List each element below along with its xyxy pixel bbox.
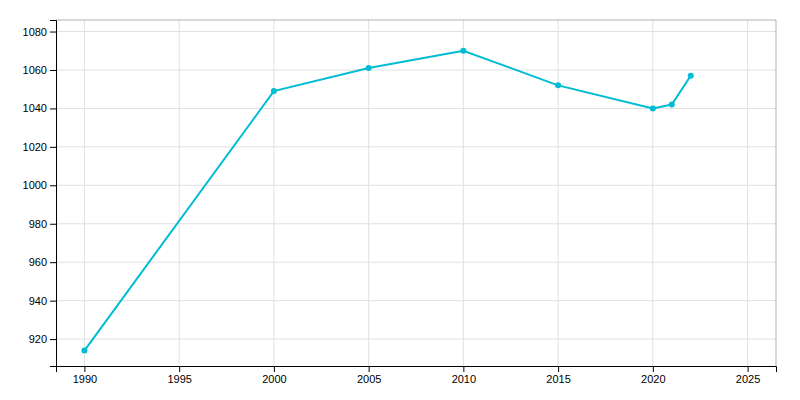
tick-mark — [50, 108, 56, 109]
tick-label: 1000 — [23, 179, 47, 191]
tick-mark — [179, 366, 180, 372]
tick-mark — [274, 366, 275, 372]
tick-mark — [50, 339, 56, 340]
tick-mark — [50, 224, 56, 225]
tick-label: 2000 — [262, 373, 286, 385]
axis-line — [50, 21, 57, 367]
tick: 1040 — [23, 102, 56, 114]
tick-label: 2025 — [736, 373, 760, 385]
tick-label: 1060 — [23, 64, 47, 76]
tick: 2025 — [736, 366, 760, 385]
chart: 1990 1995 2000 2005 2010 2015 2020 2025 920 940 96… — [0, 0, 800, 400]
tick: 2015 — [546, 366, 570, 385]
grid-line — [56, 108, 776, 109]
grid-line — [652, 20, 653, 366]
tick: 2000 — [262, 366, 286, 385]
tick-mark — [50, 32, 56, 33]
tick-label: 1020 — [23, 141, 47, 153]
tick-label: 920 — [29, 333, 47, 345]
tick: 2005 — [357, 366, 381, 385]
tick-mark — [558, 366, 559, 372]
tick-label: 1995 — [167, 373, 191, 385]
tick-mark — [653, 366, 654, 372]
tick-label: 980 — [29, 218, 47, 230]
tick: 1995 — [167, 366, 191, 385]
frame — [56, 20, 776, 21]
grid-line — [56, 146, 776, 147]
point — [81, 348, 87, 354]
tick: 980 — [29, 218, 56, 230]
grid — [56, 20, 776, 366]
grid-line — [56, 300, 776, 301]
point — [460, 48, 466, 54]
tick: 960 — [29, 256, 56, 268]
tick-label: 1990 — [73, 373, 97, 385]
tick: 1990 — [73, 366, 97, 385]
grid-line — [56, 185, 776, 186]
tick-label: 1040 — [23, 102, 47, 114]
tick: 940 — [29, 295, 56, 307]
tick-label: 940 — [29, 295, 47, 307]
marks — [81, 48, 693, 354]
tick: 1060 — [23, 64, 56, 76]
tick: 1000 — [23, 179, 56, 191]
tick-mark — [50, 70, 56, 71]
tick-mark — [50, 301, 56, 302]
tick-mark — [369, 366, 370, 372]
x-axis: 1990 1995 2000 2005 2010 2015 2020 2025 — [57, 366, 777, 385]
tick: 2010 — [452, 366, 476, 385]
tick-mark — [748, 366, 749, 372]
grid-line — [56, 339, 776, 340]
frame — [776, 20, 777, 366]
line — [84, 51, 690, 351]
tick-mark — [463, 366, 464, 372]
grid-line — [56, 223, 776, 224]
tick-mark — [50, 185, 56, 186]
grid-line — [273, 20, 274, 366]
tick-mark — [84, 366, 85, 372]
tick-label: 1080 — [23, 26, 47, 38]
point — [271, 88, 277, 94]
point — [650, 105, 656, 111]
grid-line — [368, 20, 369, 366]
grid-line — [56, 262, 776, 263]
tick: 2020 — [641, 366, 665, 385]
grid-line — [56, 69, 776, 70]
tick: 920 — [29, 333, 56, 345]
tick: 1020 — [23, 141, 56, 153]
grid-line — [84, 20, 85, 366]
grid-line — [747, 20, 748, 366]
tick-mark — [50, 262, 56, 263]
tick-label: 2010 — [452, 373, 476, 385]
grid-line — [179, 20, 180, 366]
plot: 1990 1995 2000 2005 2010 2015 2020 2025 920 940 96… — [23, 20, 777, 385]
point — [366, 65, 372, 71]
tick-label: 2015 — [546, 373, 570, 385]
point — [555, 82, 561, 88]
tick-label: 2020 — [641, 373, 665, 385]
tick-label: 960 — [29, 256, 47, 268]
grid-line — [56, 31, 776, 32]
y-axis: 920 940 960 980 1000 1020 1040 1060 1080 — [23, 21, 57, 367]
axis-line — [57, 367, 777, 373]
grid-line — [463, 20, 464, 366]
point — [669, 102, 675, 108]
tick-label: 2005 — [357, 373, 381, 385]
tick: 1080 — [23, 26, 56, 38]
tick-mark — [50, 147, 56, 148]
point — [688, 73, 694, 79]
grid-line — [558, 20, 559, 366]
